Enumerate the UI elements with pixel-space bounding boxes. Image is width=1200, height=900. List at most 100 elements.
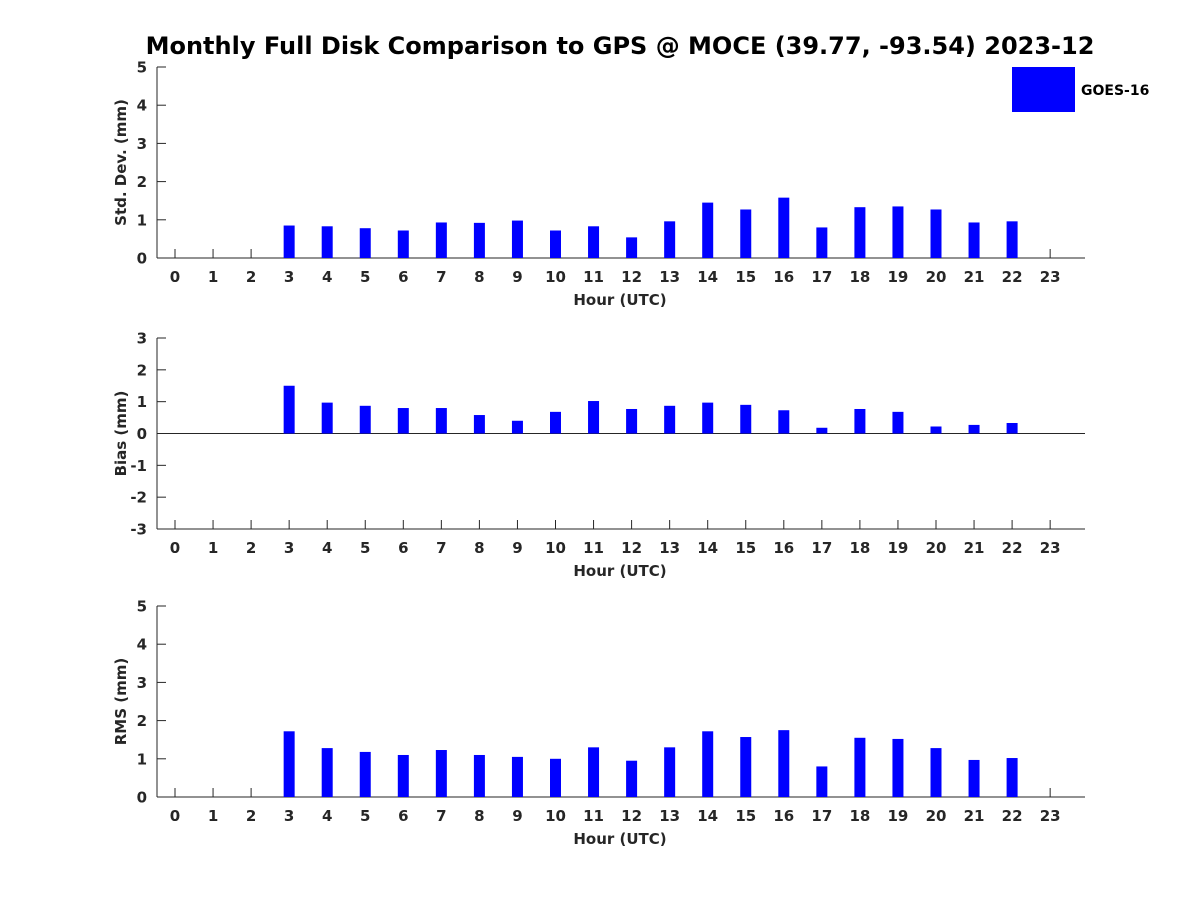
bar-bias-hour-8 [473, 415, 485, 434]
bar-bias-hour-10 [550, 411, 561, 434]
x-tick-label: 10 [545, 807, 566, 825]
x-tick-label: 23 [1040, 807, 1061, 825]
x-tick-label: 9 [512, 539, 522, 557]
x-tick-label: 6 [398, 539, 408, 557]
x-tick-label: 7 [436, 268, 446, 286]
x-tick-label: 8 [474, 539, 484, 557]
bar-std-dev-hour-19 [892, 206, 904, 258]
x-tick-label: 17 [811, 807, 832, 825]
x-tick-label: 14 [697, 539, 718, 557]
x-tick-label: 19 [888, 539, 909, 557]
x-tick-label: 21 [964, 539, 985, 557]
chart-title: Monthly Full Disk Comparison to GPS @ MO… [146, 32, 1095, 60]
y-axis-label: Std. Dev. (mm) [112, 99, 130, 226]
x-tick-label: 21 [964, 807, 985, 825]
x-tick-label: 1 [208, 268, 218, 286]
x-tick-label: 10 [545, 268, 566, 286]
x-tick-label: 22 [1002, 807, 1023, 825]
x-tick-label: 1 [208, 807, 218, 825]
bar-bias-hour-6 [397, 408, 409, 434]
bar-rms-hour-13 [664, 747, 676, 797]
x-tick-label: 16 [773, 268, 794, 286]
y-tick-label: 3 [137, 674, 147, 692]
y-axis-label: RMS (mm) [112, 658, 130, 745]
bar-rms-hour-17 [816, 766, 828, 797]
y-tick-label: -3 [130, 521, 147, 539]
y-tick-label: 1 [137, 393, 147, 411]
bar-std-dev-hour-18 [854, 207, 866, 258]
x-tick-label: 16 [773, 539, 794, 557]
bar-bias-hour-14 [702, 402, 714, 434]
bar-std-dev-hour-8 [473, 222, 485, 258]
bar-bias-hour-11 [588, 401, 600, 434]
x-tick-label: 4 [322, 268, 332, 286]
x-tick-label: 6 [398, 268, 408, 286]
x-tick-label: 12 [621, 539, 642, 557]
bar-rms-hour-7 [435, 750, 447, 797]
bar-std-dev-hour-6 [397, 230, 409, 258]
bar-std-dev-hour-3 [283, 225, 295, 258]
x-tick-label: 11 [583, 807, 604, 825]
bar-bias-hour-22 [1006, 422, 1018, 434]
x-tick-label: 22 [1002, 268, 1023, 286]
bar-std-dev-hour-4 [321, 226, 333, 258]
x-tick-label: 4 [322, 807, 332, 825]
legend-swatch-goes-16 [1012, 67, 1075, 112]
x-tick-label: 7 [436, 539, 446, 557]
bar-rms-hour-5 [359, 751, 371, 797]
x-tick-label: 20 [926, 807, 947, 825]
x-tick-label: 17 [811, 268, 832, 286]
x-axis-label: Hour (UTC) [573, 830, 666, 848]
bar-rms-hour-4 [321, 748, 333, 797]
y-tick-label: 5 [137, 598, 147, 616]
x-tick-label: 3 [284, 807, 294, 825]
y-tick-label: -2 [130, 489, 147, 507]
x-tick-label: 4 [322, 539, 332, 557]
x-tick-label: 13 [659, 268, 680, 286]
bar-bias-hour-18 [854, 408, 866, 434]
x-tick-label: 5 [360, 268, 370, 286]
x-tick-label: 5 [360, 539, 370, 557]
x-tick-label: 8 [474, 807, 484, 825]
x-tick-label: 20 [926, 539, 947, 557]
x-tick-label: 0 [170, 807, 180, 825]
bar-rms-hour-18 [854, 737, 866, 797]
x-tick-label: 16 [773, 807, 794, 825]
x-tick-label: 10 [545, 539, 566, 557]
bar-std-dev-hour-21 [968, 222, 980, 258]
bar-rms-hour-9 [511, 756, 523, 797]
x-tick-label: 14 [697, 807, 718, 825]
bar-rms-hour-6 [397, 754, 409, 797]
y-tick-label: 5 [137, 59, 147, 77]
x-tick-label: 22 [1002, 539, 1023, 557]
bar-std-dev-hour-16 [778, 197, 790, 258]
bar-std-dev-hour-17 [816, 227, 828, 258]
x-tick-label: 15 [735, 807, 756, 825]
x-tick-label: 18 [849, 807, 870, 825]
bar-bias-hour-3 [283, 385, 295, 434]
y-axis-label: Bias (mm) [112, 391, 130, 477]
bar-std-dev-hour-10 [550, 230, 561, 258]
bar-rms-hour-22 [1006, 758, 1018, 797]
x-tick-label: 19 [888, 268, 909, 286]
y-tick-label: 1 [137, 750, 147, 768]
x-tick-label: 13 [659, 807, 680, 825]
bar-std-dev-hour-20 [930, 209, 942, 258]
x-tick-label: 23 [1040, 539, 1061, 557]
bar-std-dev-hour-9 [511, 220, 523, 258]
x-tick-label: 17 [811, 539, 832, 557]
x-axis-label: Hour (UTC) [573, 562, 666, 580]
bar-std-dev-hour-5 [359, 228, 371, 258]
y-tick-label: 0 [137, 789, 147, 807]
bar-rms-hour-21 [968, 759, 980, 797]
x-tick-label: 21 [964, 268, 985, 286]
x-tick-label: 15 [735, 539, 756, 557]
x-tick-label: 11 [583, 539, 604, 557]
x-tick-label: 12 [621, 807, 642, 825]
x-tick-label: 20 [926, 268, 947, 286]
